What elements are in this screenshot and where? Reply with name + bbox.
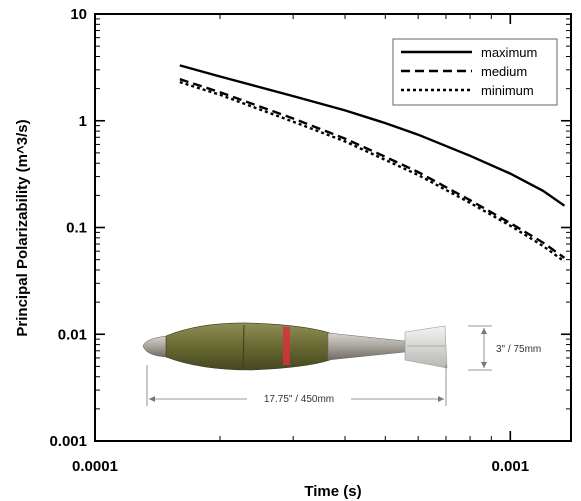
y-tick-label: 1 (79, 113, 87, 130)
y-tick-label: 0.01 (58, 326, 87, 343)
mortar-round-image: 17.75" / 450mm 3" / 75mm (142, 322, 541, 406)
series-line-maximum (179, 64, 566, 207)
diameter-dimension-label: 3" / 75mm (496, 344, 541, 355)
axis-ticks (94, 14, 571, 442)
tick-labels: 10 1 0.1 0.01 0.001 0.0001 0.001 (49, 6, 529, 475)
x-axis-title: Time (s) (304, 483, 361, 500)
series-lines (179, 64, 566, 263)
length-dimension-label: 17.75" / 450mm (264, 394, 334, 405)
legend: maximum medium minimum (392, 38, 558, 106)
legend-label-medium: medium (481, 64, 527, 79)
series-line-minimum (179, 80, 566, 263)
legend-label-minimum: minimum (481, 83, 534, 98)
series-line-medium (179, 78, 566, 259)
x-tick-label: 0.0001 (72, 458, 118, 475)
y-tick-label: 0.1 (66, 220, 87, 237)
y-tick-label: 10 (70, 6, 87, 23)
y-axis-title: Principal Polarizability (m^3/s) (14, 119, 31, 336)
legend-label-maximum: maximum (481, 45, 537, 60)
y-tick-label: 0.001 (49, 433, 87, 450)
x-tick-label: 0.001 (492, 458, 530, 475)
